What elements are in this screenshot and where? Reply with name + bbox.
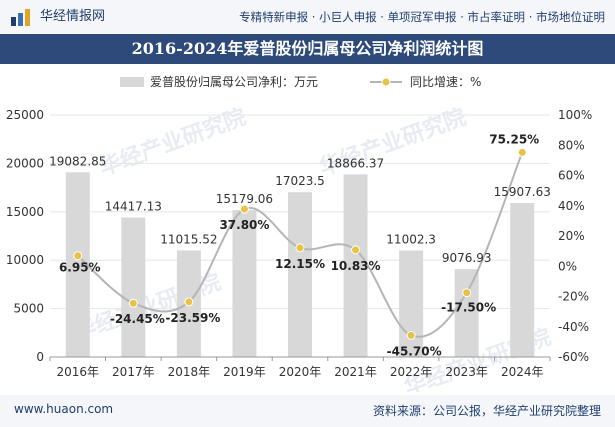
- service-separator: ·: [528, 10, 536, 24]
- service-link[interactable]: 市占率证明: [467, 10, 526, 24]
- bar: [232, 210, 257, 357]
- website-link[interactable]: www.huaon.com: [14, 402, 114, 416]
- growth-marker: [406, 330, 416, 340]
- service-link[interactable]: 专精特新申报: [239, 10, 309, 24]
- y-right-tick-label: 40%: [558, 199, 585, 213]
- service-links: 专精特新申报 · 小巨人申报 · 单项冠军申报 · 市占率证明 · 市场地位证明: [239, 8, 605, 26]
- y-left-tick-label: 5000: [13, 302, 44, 316]
- y-right-tick-label: 60%: [558, 169, 585, 183]
- legend-bar-label: 爱普股份归属母公司净利：万元: [150, 75, 318, 89]
- x-tick-label: 2017年: [112, 365, 155, 379]
- footer: www.huaon.com 资料来源：公司公报，华经产业研究院整理: [0, 395, 615, 427]
- y-right-tick-label: 20%: [558, 229, 585, 243]
- logo[interactable]: 华经情报网: [10, 7, 105, 27]
- y-right-tick-label: -60%: [558, 350, 589, 364]
- x-tick-label: 2018年: [168, 365, 211, 379]
- y-left-tick-label: 15000: [6, 205, 44, 219]
- bar-value-label: 11002.3: [386, 232, 436, 246]
- growth-value-label: 10.83%: [331, 259, 381, 273]
- service-separator: ·: [460, 10, 468, 24]
- x-tick-label: 2024年: [501, 365, 544, 379]
- y-left-tick-label: 25000: [6, 108, 44, 122]
- bar: [288, 192, 312, 357]
- growth-value-label: -23.59%: [165, 311, 220, 325]
- legend-bar-swatch: [120, 77, 144, 87]
- watermark-text: 华经产业研究院: [71, 269, 225, 346]
- chart-title: 2016-2024年爱普股份归属母公司净利润统计图: [131, 39, 484, 58]
- growth-marker: [184, 297, 194, 307]
- bar-value-label: 17023.5: [275, 174, 325, 188]
- service-link[interactable]: 小巨人申报: [319, 10, 377, 24]
- growth-marker: [295, 243, 305, 253]
- growth-value-label: -17.50%: [441, 301, 496, 315]
- service-link[interactable]: 单项冠军申报: [387, 10, 457, 24]
- growth-value-label: 75.25%: [489, 132, 539, 146]
- legend-line-label: 同比增速：%: [410, 75, 481, 89]
- x-tick-label: 2019年: [223, 365, 266, 379]
- y-left-tick-label: 10000: [6, 253, 44, 267]
- x-tick-label: 2016年: [57, 365, 100, 379]
- bar-value-label: 15179.06: [216, 192, 273, 206]
- growth-marker: [73, 251, 83, 261]
- growth-value-label: -45.70%: [387, 344, 442, 358]
- service-separator: ·: [380, 10, 388, 24]
- bar-value-label: 15907.63: [494, 185, 551, 199]
- service-separator: ·: [311, 10, 320, 24]
- growth-marker: [128, 298, 138, 308]
- service-link[interactable]: 市场地位证明: [536, 10, 605, 24]
- growth-value-label: -24.45%: [110, 312, 165, 326]
- x-tick-label: 2022年: [390, 365, 433, 379]
- source-note: 资料来源：公司公报，华经产业研究院整理: [372, 404, 601, 418]
- header-bar: 华经情报网 专精特新申报 · 小巨人申报 · 单项冠军申报 · 市占率证明 · …: [0, 0, 615, 34]
- y-right-tick-label: -20%: [558, 290, 589, 304]
- y-right-tick-label: 100%: [558, 108, 592, 122]
- growth-marker: [462, 288, 472, 298]
- bar-value-label: 9076.93: [442, 251, 492, 265]
- bar-value-label: 11015.52: [160, 232, 217, 246]
- bar-value-label: 18866.37: [327, 156, 384, 170]
- growth-marker: [239, 204, 249, 214]
- bar: [510, 203, 535, 357]
- bar: [121, 217, 146, 357]
- bar-value-label: 19082.85: [49, 154, 106, 168]
- bar-value-label: 14417.13: [105, 199, 162, 213]
- logo-icon: [11, 9, 30, 26]
- growth-marker: [351, 245, 361, 255]
- growth-value-label: 6.95%: [59, 261, 101, 275]
- x-tick-label: 2020年: [279, 365, 322, 379]
- growth-value-label: 12.15%: [275, 257, 325, 271]
- growth-value-label: 37.80%: [219, 218, 269, 232]
- bar: [399, 250, 424, 357]
- x-tick-label: 2021年: [334, 365, 377, 379]
- x-tick-label: 2023年: [445, 365, 488, 379]
- y-right-tick-label: -40%: [558, 320, 589, 334]
- y-right-tick-label: 80%: [558, 138, 585, 152]
- title-bar: 2016-2024年爱普股份归属母公司净利润统计图: [0, 34, 615, 64]
- y-right-tick-label: 0%: [558, 259, 577, 273]
- bar: [454, 269, 479, 357]
- y-left-tick-label: 20000: [6, 156, 44, 170]
- growth-marker: [517, 147, 527, 157]
- logo-text: 华经情报网: [40, 9, 106, 24]
- y-left-tick-label: 0: [36, 350, 44, 364]
- legend-line-marker: [381, 77, 391, 87]
- bar: [343, 174, 368, 357]
